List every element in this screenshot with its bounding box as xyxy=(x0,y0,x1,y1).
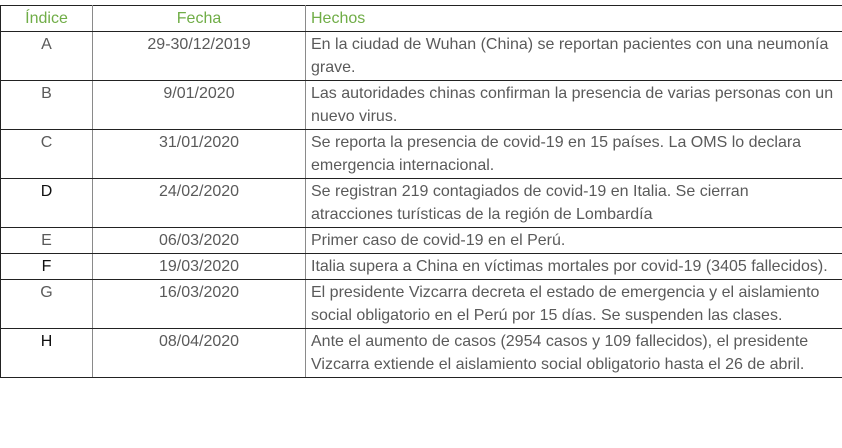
row-index: A xyxy=(0,31,93,81)
table-row: B 9/01/2020 Las autoridades chinas confi… xyxy=(0,80,842,130)
table-row: C 31/01/2020 Se reporta la presencia de … xyxy=(0,129,842,179)
row-event: Se registran 219 contagiados de covid-19… xyxy=(305,178,842,228)
header-row: Índice Fecha Hechos xyxy=(0,5,842,32)
header-index: Índice xyxy=(0,5,93,32)
timeline-table: Índice Fecha Hechos A 29-30/12/2019 En l… xyxy=(0,5,842,378)
row-event: Se reporta la presencia de covid-19 en 1… xyxy=(305,129,842,179)
row-index: H xyxy=(0,328,93,378)
row-event: En la ciudad de Wuhan (China) se reporta… xyxy=(305,31,842,81)
row-date: 08/04/2020 xyxy=(92,328,306,378)
header-events: Hechos xyxy=(305,5,842,32)
row-index: F xyxy=(0,253,93,280)
row-event: Las autoridades chinas confirman la pres… xyxy=(305,80,842,130)
row-index: D xyxy=(0,178,93,228)
row-index: B xyxy=(0,80,93,130)
row-index: E xyxy=(0,227,93,254)
table-row: G 16/03/2020 El presidente Vizcarra decr… xyxy=(0,279,842,329)
row-event: Primer caso de covid-19 en el Perú. xyxy=(305,227,842,254)
table-row: E 06/03/2020 Primer caso de covid-19 en … xyxy=(0,227,842,254)
row-event: Italia supera a China en víctimas mortal… xyxy=(305,253,842,280)
row-date: 29-30/12/2019 xyxy=(92,31,306,81)
table-row: F 19/03/2020 Italia supera a China en ví… xyxy=(0,253,842,280)
row-index: G xyxy=(0,279,93,329)
header-date: Fecha xyxy=(92,5,306,32)
row-date: 06/03/2020 xyxy=(92,227,306,254)
table-row: A 29-30/12/2019 En la ciudad de Wuhan (C… xyxy=(0,31,842,81)
row-date: 16/03/2020 xyxy=(92,279,306,329)
row-event: El presidente Vizcarra decreta el estado… xyxy=(305,279,842,329)
table-row: H 08/04/2020 Ante el aumento de casos (2… xyxy=(0,328,842,378)
row-event: Ante el aumento de casos (2954 casos y 1… xyxy=(305,328,842,378)
row-date: 9/01/2020 xyxy=(92,80,306,130)
table-row: D 24/02/2020 Se registran 219 contagiado… xyxy=(0,178,842,228)
row-date: 31/01/2020 xyxy=(92,129,306,179)
row-date: 24/02/2020 xyxy=(92,178,306,228)
row-index: C xyxy=(0,129,93,179)
row-date: 19/03/2020 xyxy=(92,253,306,280)
